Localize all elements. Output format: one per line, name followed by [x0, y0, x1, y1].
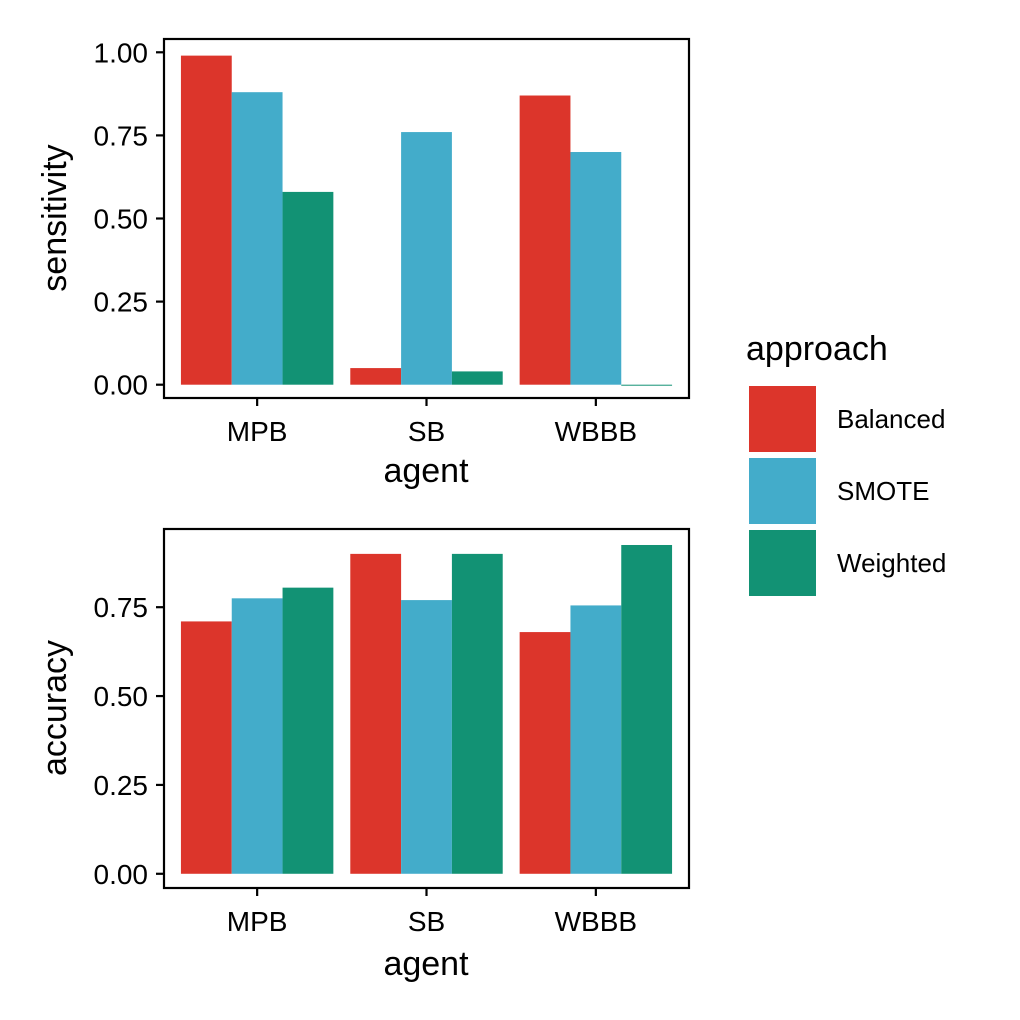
- accuracy-bar-sb-weighted: [451, 553, 503, 874]
- accuracy-x-tick-label-mpb: MPB: [227, 906, 288, 937]
- accuracy-x-axis-title: agent: [383, 945, 469, 983]
- accuracy-bar-sb-balanced: [350, 553, 402, 874]
- sensitivity-bar-mpb-weighted: [282, 191, 334, 385]
- accuracy-bar-mpb-weighted: [282, 587, 334, 874]
- sensitivity-bar-wbbb-balanced: [519, 95, 571, 385]
- sensitivity-y-tick-label-0: 0.00: [94, 370, 149, 401]
- legend-label-smote: SMOTE: [837, 476, 929, 506]
- sensitivity-y-axis-title: sensitivity: [36, 144, 74, 291]
- accuracy-y-tick-label-2: 0.50: [94, 681, 149, 712]
- sensitivity-bar-wbbb-smote: [570, 152, 622, 385]
- sensitivity-y-tick-label-4: 1.00: [94, 37, 149, 68]
- legend-swatch-weighted: [749, 530, 816, 596]
- sensitivity-bar-sb-balanced: [350, 368, 402, 385]
- accuracy-y-tick-label-0: 0.00: [94, 859, 149, 890]
- sensitivity-bar-sb-smote: [401, 132, 452, 385]
- accuracy-bar-mpb-balanced: [180, 621, 232, 874]
- legend-label-balanced: Balanced: [837, 404, 945, 434]
- accuracy-bar-wbbb-balanced: [519, 632, 571, 874]
- sensitivity-x-tick-label-mpb: MPB: [227, 416, 288, 447]
- accuracy-bar-wbbb-smote: [570, 605, 622, 874]
- sensitivity-bars: [180, 55, 673, 386]
- sensitivity-bar-mpb-balanced: [180, 55, 232, 385]
- sensitivity-bar-sb-weighted: [451, 371, 503, 385]
- legend-swatch-smote: [749, 458, 816, 524]
- accuracy-y-axis-title: accuracy: [36, 640, 74, 776]
- accuracy-bar-sb-smote: [401, 600, 452, 874]
- legend-title: approach: [746, 330, 888, 368]
- sensitivity-y-tick-label-3: 0.75: [94, 120, 149, 151]
- accuracy-bars: [180, 544, 673, 874]
- sensitivity-x-tick-label-wbbb: WBBB: [555, 416, 637, 447]
- accuracy-x-tick-label-wbbb: WBBB: [555, 906, 637, 937]
- accuracy-x-tick-label-sb: SB: [408, 906, 445, 937]
- legend-swatch-balanced: [749, 386, 816, 452]
- sensitivity-y-axis: 0.00 0.25 0.50 0.75 1.00: [94, 37, 164, 401]
- sensitivity-y-tick-label-1: 0.25: [94, 287, 149, 318]
- accuracy-x-axis: MPB SB WBBB: [227, 888, 637, 937]
- sensitivity-bar-wbbb-weighted: [621, 384, 673, 386]
- accuracy-bar-mpb-smote: [231, 598, 283, 874]
- sensitivity-x-tick-label-sb: SB: [408, 416, 445, 447]
- legend: approach Balanced SMOTE Weighted: [746, 330, 946, 596]
- legend-label-weighted: Weighted: [837, 548, 946, 578]
- sensitivity-x-axis: MPB SB WBBB: [227, 398, 637, 447]
- accuracy-panel: 0.00 0.25 0.50 0.75 MPB SB WBBB agent accurac…: [36, 527, 691, 983]
- sensitivity-y-tick-label-2: 0.50: [94, 204, 149, 235]
- sensitivity-panel: 0.00 0.25 0.50 0.75 1.00 MPB SB WBBB agent sen…: [36, 37, 691, 490]
- sensitivity-x-axis-title: agent: [383, 452, 469, 490]
- accuracy-y-tick-label-3: 0.75: [94, 592, 149, 623]
- accuracy-bar-wbbb-weighted: [621, 544, 673, 874]
- sensitivity-bar-mpb-smote: [231, 92, 283, 385]
- accuracy-y-axis: 0.00 0.25 0.50 0.75: [94, 592, 164, 890]
- accuracy-y-tick-label-1: 0.25: [94, 770, 149, 801]
